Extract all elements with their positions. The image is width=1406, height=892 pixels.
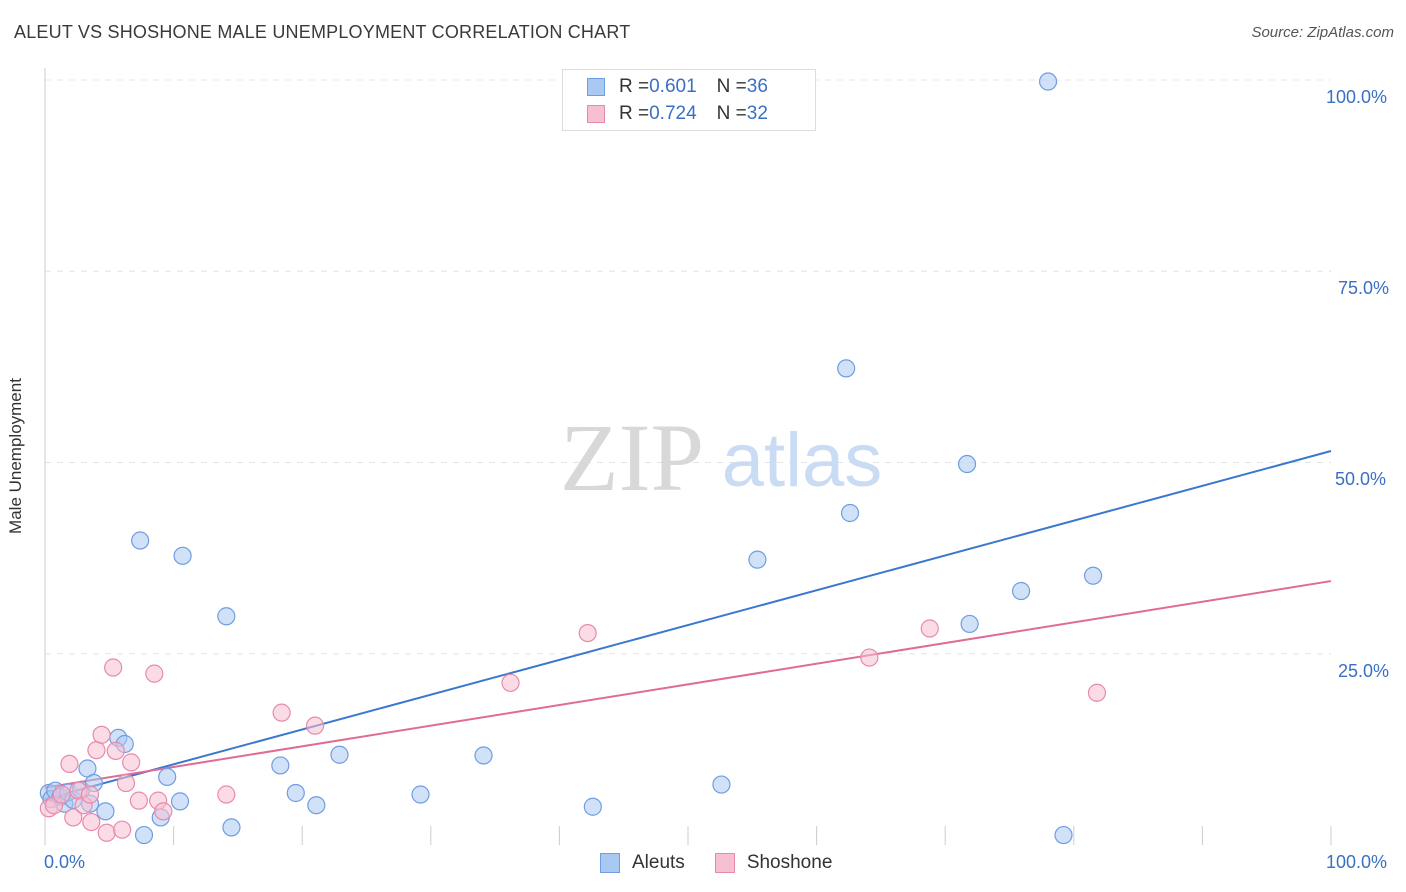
point-aleuts: [748, 550, 767, 569]
point-shoshone: [82, 812, 101, 832]
point-shoshone: [64, 808, 83, 827]
series-legend-aleuts: Aleuts: [600, 852, 685, 874]
point-aleuts: [1054, 825, 1073, 845]
point-aleuts: [96, 802, 115, 821]
point-aleuts: [271, 756, 290, 775]
point-shoshone: [920, 619, 939, 638]
point-aleuts: [411, 785, 430, 804]
point-shoshone: [92, 725, 111, 744]
axes: [44, 68, 1332, 845]
point-shoshone: [97, 823, 116, 842]
point-aleuts: [131, 531, 150, 550]
point-aleuts: [957, 454, 977, 474]
y-tick-75: 75.0%: [1338, 278, 1390, 298]
series-legend: Aleuts Shoshone: [600, 852, 862, 874]
legend-n-label: N =: [716, 76, 747, 97]
point-aleuts: [712, 775, 731, 794]
legend-n-value: 32: [746, 103, 768, 124]
legend-swatch-shoshone: [587, 105, 605, 123]
y-axis-label: Male Unemployment: [6, 378, 25, 534]
y-tick-100: 100.0%: [1326, 87, 1388, 107]
point-aleuts: [583, 797, 602, 816]
data-points: [39, 72, 1107, 845]
watermark-atlas: atlas: [722, 418, 883, 503]
legend-swatch-aleuts: [587, 78, 605, 96]
x-tick-min: 0.0%: [44, 852, 86, 872]
legend-n-value: 36: [746, 76, 768, 97]
legend-r-label: R =: [619, 103, 650, 124]
correlation-legend: R = 0.601 N = 36 R = 0.724 N = 32: [562, 69, 816, 131]
series-swatch-aleuts: [600, 853, 620, 873]
point-aleuts: [840, 503, 860, 523]
trendlines: [44, 450, 1332, 801]
point-aleuts: [217, 607, 236, 626]
point-shoshone: [116, 773, 136, 793]
point-aleuts: [286, 783, 305, 803]
y-tick-25: 25.0%: [1338, 661, 1390, 681]
point-aleuts: [330, 745, 349, 764]
watermark: ZIP atlas: [560, 404, 882, 511]
point-shoshone: [113, 820, 132, 839]
point-shoshone: [154, 802, 173, 821]
legend-row-shoshone: R = 0.724 N = 32: [587, 102, 768, 126]
x-tick-max: 100.0%: [1326, 852, 1388, 872]
point-shoshone: [272, 703, 291, 722]
grid-lines: [45, 79, 1331, 655]
series-legend-shoshone: Shoshone: [714, 852, 833, 874]
point-shoshone: [87, 741, 106, 760]
point-aleuts: [837, 359, 856, 378]
point-shoshone: [129, 791, 148, 810]
point-shoshone: [860, 648, 879, 667]
point-shoshone: [305, 716, 325, 735]
chart-title: ALEUT VS SHOSHONE MALE UNEMPLOYMENT CORR…: [14, 22, 631, 42]
point-shoshone: [80, 785, 100, 804]
point-shoshone: [217, 785, 236, 804]
point-aleuts: [307, 796, 326, 815]
trendline-aleuts: [44, 450, 1332, 801]
watermark-zip: ZIP: [560, 404, 704, 511]
point-shoshone: [52, 785, 71, 804]
point-shoshone: [578, 623, 597, 643]
legend-r-label: R =: [619, 76, 650, 97]
point-shoshone: [104, 658, 123, 677]
point-aleuts: [158, 767, 177, 787]
legend-r-value: 0.601: [649, 76, 697, 97]
point-aleuts: [960, 614, 979, 634]
source-label: Source: ZipAtlas.com: [1251, 24, 1394, 41]
point-shoshone: [60, 754, 79, 774]
point-shoshone: [106, 741, 125, 761]
point-shoshone: [1087, 683, 1107, 702]
point-aleuts: [173, 546, 192, 565]
point-shoshone: [501, 673, 520, 692]
legend-row-aleuts: R = 0.601 N = 36: [587, 75, 768, 99]
series-swatch-shoshone: [714, 853, 735, 873]
trendline-shoshone: [44, 580, 1332, 789]
point-aleuts: [134, 825, 154, 845]
point-aleuts: [170, 792, 190, 811]
point-aleuts: [474, 746, 493, 765]
point-aleuts: [222, 818, 241, 837]
y-tick-50: 50.0%: [1335, 469, 1387, 489]
series-label-shoshone: Shoshone: [746, 852, 833, 873]
legend-n-label: N =: [716, 103, 747, 124]
point-shoshone: [145, 664, 164, 683]
series-label-aleuts: Aleuts: [632, 852, 685, 873]
point-aleuts: [1083, 566, 1103, 585]
legend-r-value: 0.724: [649, 103, 697, 124]
point-aleuts: [1038, 72, 1058, 91]
point-shoshone: [122, 753, 141, 772]
point-aleuts: [1011, 581, 1031, 601]
